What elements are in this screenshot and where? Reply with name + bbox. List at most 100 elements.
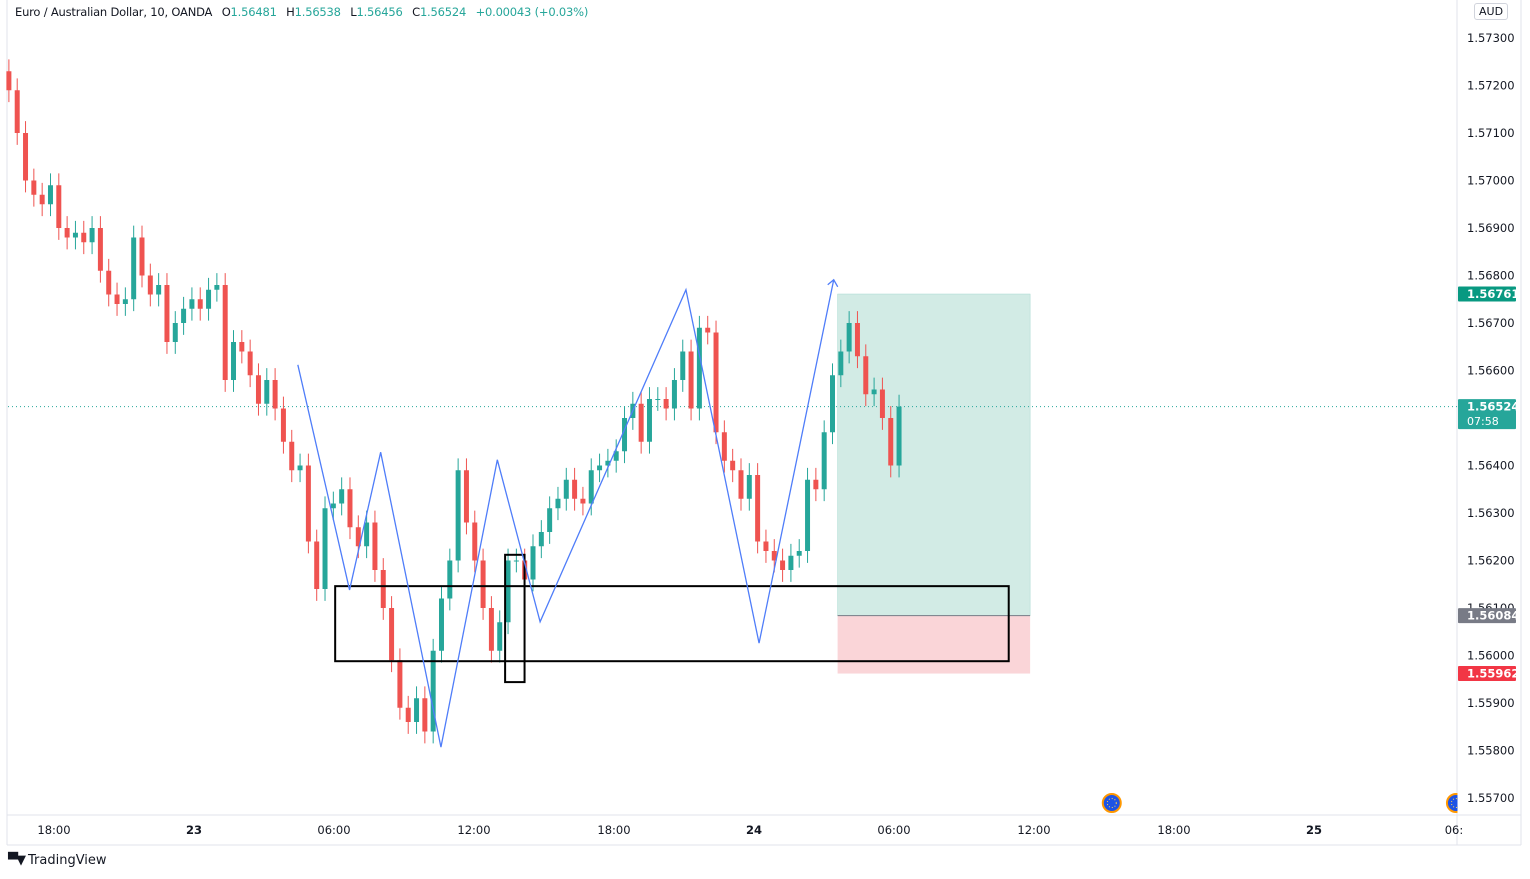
candle-body [738, 470, 744, 499]
candle [131, 225, 137, 312]
candle-body [771, 551, 777, 561]
candle [81, 220, 87, 255]
candle-body [214, 285, 220, 290]
y-tick-label: 1.56000 [1467, 649, 1515, 663]
candle [39, 182, 45, 217]
candle-body [863, 356, 869, 395]
candle-body [289, 441, 295, 471]
candle-body [322, 508, 328, 589]
candle [189, 287, 195, 321]
candle-body [239, 342, 245, 352]
candle-body [122, 299, 128, 304]
candle-body [405, 707, 411, 722]
candle-body [505, 560, 511, 623]
candle [181, 296, 187, 335]
candle [688, 339, 694, 421]
badge-price: 1.56084 [1467, 609, 1519, 623]
x-tick-label: 06:00 [317, 823, 350, 837]
candle [597, 453, 603, 483]
ohlc-close: C1.56524 [412, 5, 467, 19]
ohlc-change: +0.00043 (+0.03%) [475, 5, 589, 19]
candle [705, 315, 711, 345]
candle [555, 486, 561, 521]
candle [680, 339, 686, 392]
long-position-target-zone[interactable] [837, 293, 1031, 616]
candle [580, 486, 586, 516]
candle-body [231, 342, 237, 380]
candle [272, 368, 278, 421]
x-tick-label: 06:00 [877, 823, 910, 837]
candle-body [813, 479, 819, 490]
candle-body [447, 560, 453, 599]
candle [813, 467, 819, 502]
candle-body [846, 323, 852, 352]
y-tick-label: 1.56900 [1467, 221, 1515, 235]
candle [314, 529, 320, 601]
candle-body [821, 432, 827, 490]
candle-body [355, 527, 361, 547]
y-tick-label: 1.57000 [1467, 174, 1515, 188]
candle-body [838, 351, 844, 376]
candle [655, 387, 661, 411]
symbol-title[interactable]: Euro / Australian Dollar, 10, OANDA [15, 5, 213, 19]
candle [896, 394, 902, 478]
long-position-stop-zone[interactable] [837, 615, 1031, 674]
candle [172, 311, 178, 354]
candle-body [588, 470, 594, 504]
badge-price: 1.56524 [1467, 400, 1519, 414]
candle-body [896, 406, 902, 466]
candle [879, 377, 885, 430]
candle-body [597, 465, 603, 471]
candle-body [347, 489, 353, 528]
currency-button[interactable]: AUD [1474, 3, 1509, 20]
candle-body [705, 327, 711, 333]
candle-body [139, 237, 145, 276]
candle [755, 463, 761, 554]
candle [622, 406, 628, 464]
zigzag-projection-line[interactable] [297, 279, 835, 748]
tradingview-logo-icon: ▀▼ [8, 853, 26, 868]
y-tick-label: 1.55700 [1467, 791, 1515, 805]
candle-body [47, 185, 53, 205]
candle [139, 225, 145, 288]
candle [447, 548, 453, 611]
candle [72, 220, 78, 250]
candle [322, 496, 328, 601]
candle [330, 491, 336, 521]
brand-name: TradingView [28, 853, 107, 868]
zone-rectangle[interactable] [334, 585, 1010, 663]
candle [547, 496, 553, 544]
candle-body [497, 622, 503, 651]
candle-body [721, 432, 727, 461]
tradingview-brand[interactable]: ▀▼ TradingView [8, 853, 107, 868]
candle [480, 548, 486, 620]
candle-body [89, 228, 95, 243]
y-tick-label: 1.57300 [1467, 31, 1515, 45]
candle-body [646, 399, 652, 442]
ohlc-low: L1.56456 [350, 5, 403, 19]
candle-body [638, 403, 644, 442]
ohlc-high: H1.56538 [286, 5, 341, 19]
candle [846, 311, 852, 364]
candle-body [72, 232, 78, 238]
candle-body [172, 323, 178, 342]
candle [297, 453, 303, 483]
candle [222, 273, 228, 392]
candle-body [197, 299, 203, 309]
candle-body [106, 270, 112, 295]
candle-rectangle[interactable] [504, 553, 526, 684]
plot-area[interactable] [8, 0, 1457, 815]
candle [23, 121, 29, 193]
badge-bg [1458, 286, 1516, 302]
y-tick-label: 1.57200 [1467, 79, 1515, 93]
candle [347, 477, 353, 540]
eu-flag-icon[interactable] [1101, 793, 1122, 813]
candle-body [272, 380, 278, 409]
candle [64, 216, 70, 250]
candle [56, 173, 62, 240]
y-tick-label: 1.56600 [1467, 364, 1515, 378]
badge-countdown: 07:58 [1467, 415, 1499, 428]
candle [788, 543, 794, 582]
